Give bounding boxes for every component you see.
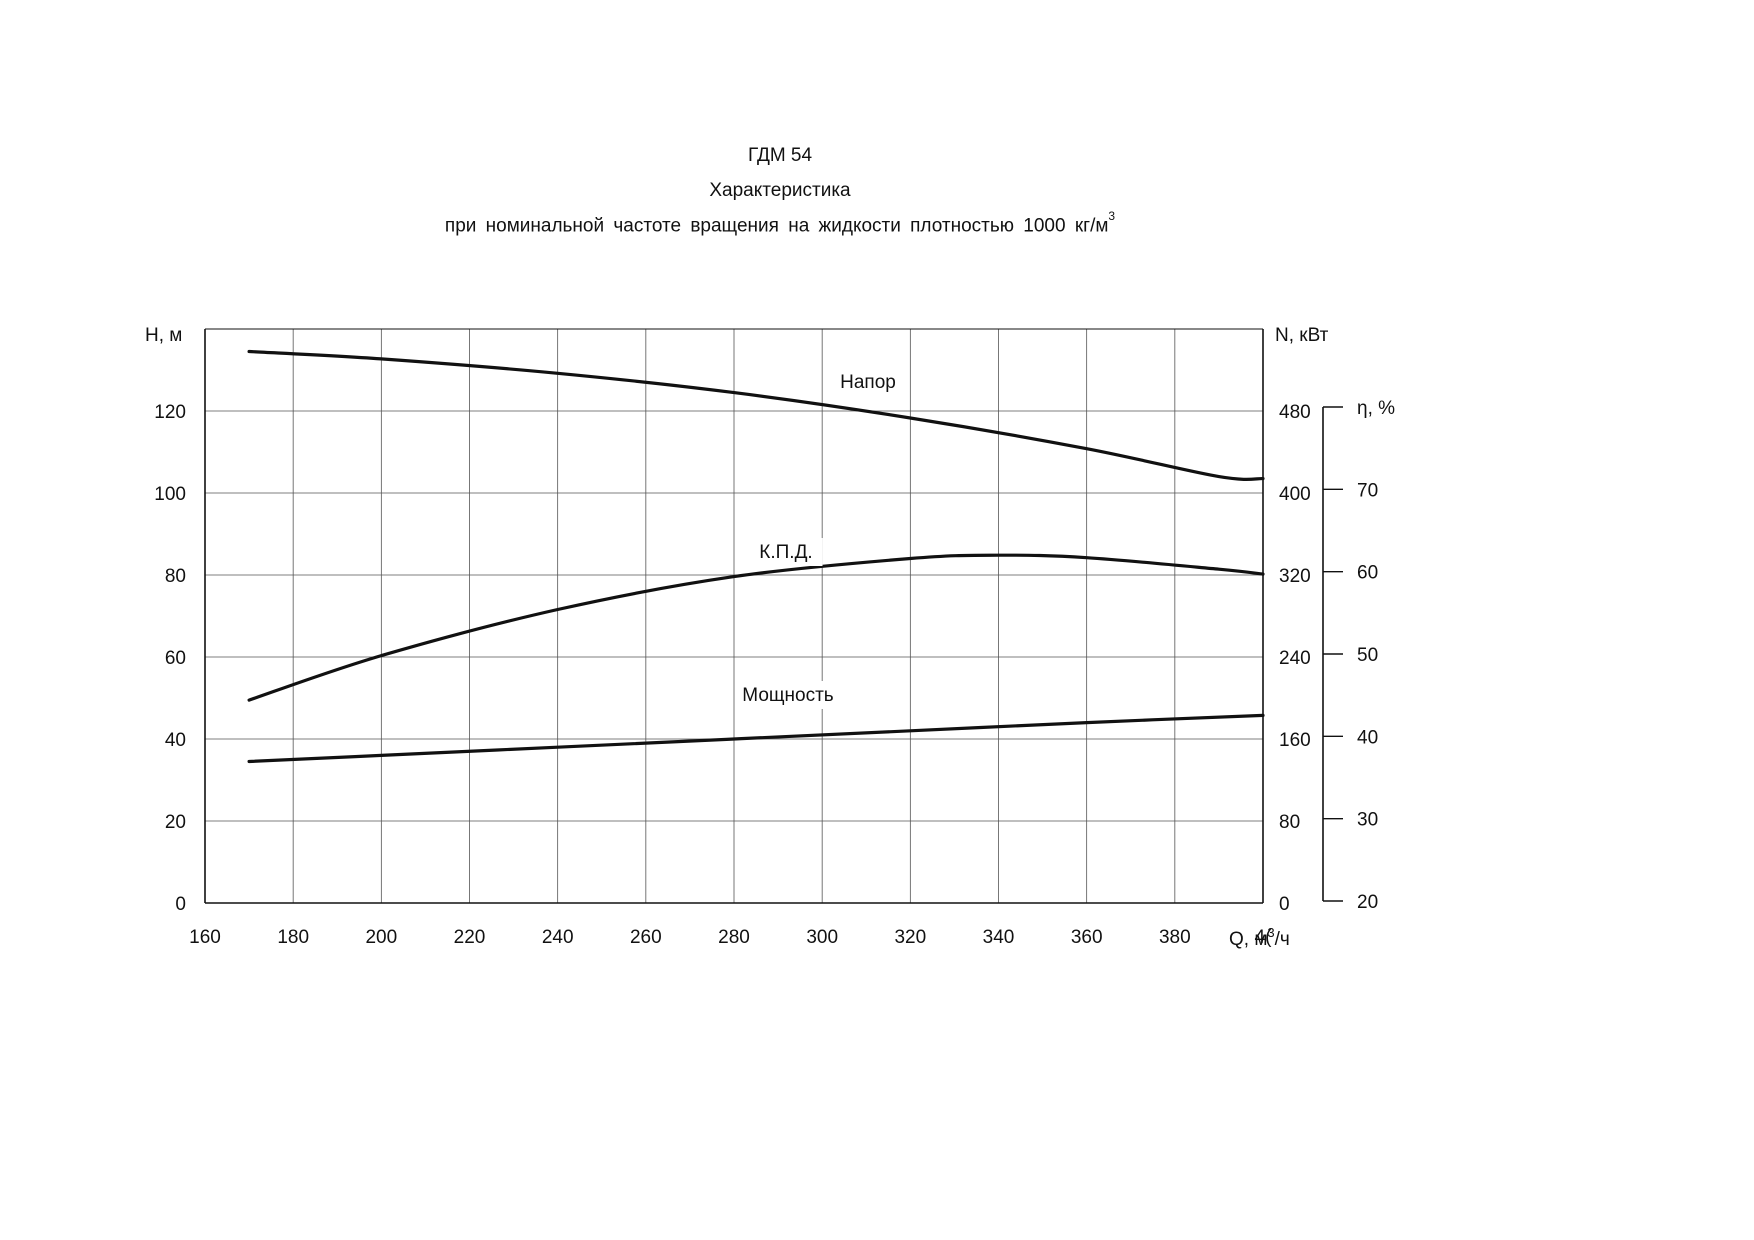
- y-power-tick-label: 400: [1279, 484, 1311, 505]
- y-power-tick-label: 80: [1279, 812, 1300, 833]
- x-tick-label: 280: [718, 927, 750, 948]
- x-tick-label: 240: [542, 927, 574, 948]
- y-power-tick-label: 480: [1279, 402, 1311, 423]
- eta-tick-label: 60: [1357, 563, 1378, 584]
- series-label-eta: К.П.Д.: [759, 542, 812, 563]
- chart-conditions-sup: 3: [1108, 209, 1116, 223]
- x-tick-label: 340: [983, 927, 1015, 948]
- eta-tick-label: 20: [1357, 892, 1378, 913]
- y-left-tick-label: 60: [165, 648, 186, 669]
- chart-subtitle: Характеристика: [709, 180, 851, 201]
- eta-tick-label: 70: [1357, 480, 1378, 501]
- chart-conditions-text: при номинальной частоте вращения на жидк…: [444, 215, 1109, 237]
- x-tick-label: 360: [1071, 927, 1103, 948]
- axes: [204, 328, 1343, 904]
- y-power-tick-label: 160: [1279, 730, 1311, 751]
- x-tick-label: 320: [894, 927, 926, 948]
- y-left-axis-label: H, м: [145, 325, 182, 346]
- y-power-tick-label: 240: [1279, 648, 1311, 669]
- series-label-bg: [741, 681, 835, 709]
- y-left-tick-label: 0: [175, 894, 186, 915]
- series-label-N: Мощность: [742, 685, 834, 706]
- x-tick-label: 180: [277, 927, 309, 948]
- x-axis-label-sup: 3: [1267, 925, 1274, 940]
- y-left-tick-label: 80: [165, 566, 186, 587]
- eta-tick-label: 40: [1357, 727, 1378, 748]
- x-tick-label: 200: [365, 927, 397, 948]
- pump-characteristic-chart: 160 180 200 220 240 260 280 300 320 340 360 380 4(02…: [145, 325, 1395, 950]
- series-group: [247, 349, 1265, 764]
- x-axis-label-main: Q, м: [1229, 929, 1267, 950]
- grid: [205, 329, 1264, 903]
- y-power-axis-label: N, кВт: [1275, 325, 1329, 346]
- y-power-tick-label: 0: [1279, 894, 1290, 915]
- x-tick-label: 220: [454, 927, 486, 948]
- chart-conditions: при номинальной частоте вращения на жидк…: [0, 209, 1560, 237]
- series-line-N: [247, 713, 1265, 764]
- y-left-tick-label: 100: [154, 484, 186, 505]
- x-axis-label: Q, м3/ч: [1229, 925, 1290, 950]
- chart-title: ГДМ 54: [747, 145, 813, 166]
- eta-axis-label: η, %: [1357, 398, 1395, 419]
- series-label-H: Напор: [840, 372, 896, 393]
- eta-tick-label: 50: [1357, 645, 1378, 666]
- series-line-H: [247, 349, 1265, 481]
- y-left-tick-label: 40: [165, 730, 186, 751]
- x-tick-label: 260: [630, 927, 662, 948]
- labels-group: 160 180 200 220 240 260 280 300 320 340 360 380 4(02…: [145, 325, 1395, 950]
- x-axis-label-tail: /ч: [1275, 929, 1290, 950]
- series-label-bg: [749, 538, 823, 566]
- x-tick-label: 380: [1159, 927, 1191, 948]
- x-tick-label: 160: [189, 927, 221, 948]
- eta-tick-label: 30: [1357, 810, 1378, 831]
- x-tick-label: 4(: [1255, 927, 1273, 948]
- y-power-tick-label: 320: [1279, 566, 1311, 587]
- y-left-tick-label: 120: [154, 402, 186, 423]
- x-tick-label: 300: [806, 927, 838, 948]
- y-left-tick-label: 20: [165, 812, 186, 833]
- series-line-eta: [247, 553, 1265, 702]
- series-label-bg: [836, 368, 900, 396]
